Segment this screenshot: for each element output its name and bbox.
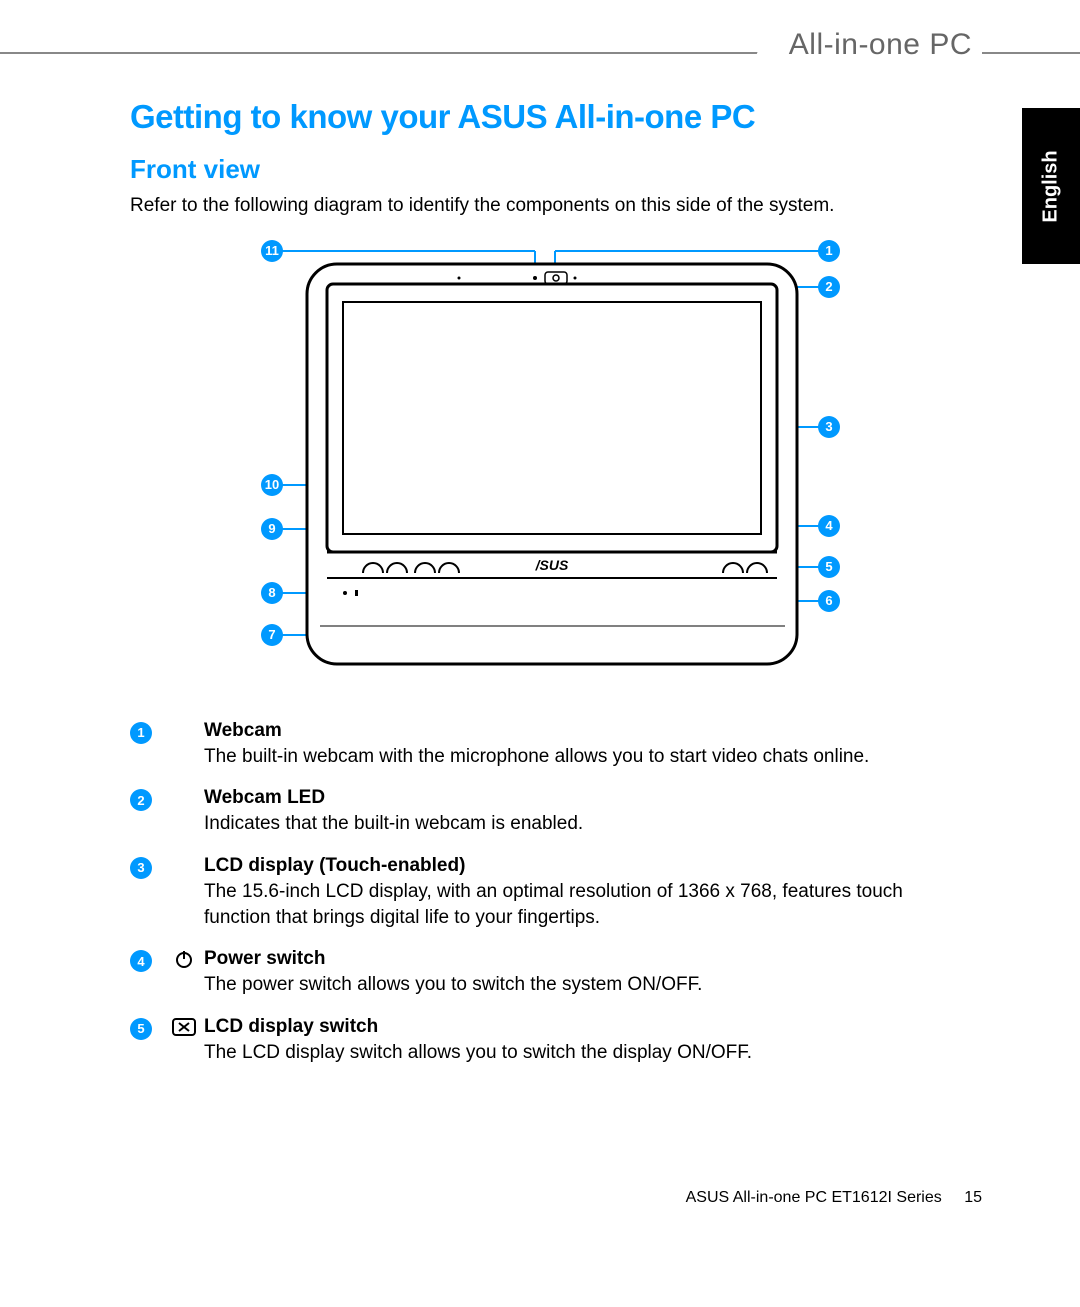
- item-desc: The built-in webcam with the microphone …: [204, 744, 970, 770]
- language-tab: English: [1022, 108, 1080, 264]
- item-title: Power switch: [204, 948, 970, 970]
- diagram-container: /SUS 1 2: [130, 240, 970, 680]
- callout-3: 3: [818, 416, 840, 438]
- callout-1: 1: [818, 240, 840, 262]
- device-svg: /SUS: [245, 240, 855, 680]
- item-desc: The LCD display switch allows you to swi…: [204, 1040, 970, 1066]
- list-item: 4 Power switch The power switch allows y…: [130, 948, 970, 998]
- item-title: Webcam: [204, 720, 970, 742]
- item-icon-none: [170, 787, 198, 837]
- page-footer: ASUS All-in-one PC ET1612I Series 15: [686, 1189, 982, 1207]
- item-number: 1: [130, 722, 152, 744]
- item-number: 3: [130, 857, 152, 879]
- svg-text:/SUS: /SUS: [535, 557, 569, 573]
- component-list: 1 Webcam The built-in webcam with the mi…: [130, 720, 970, 1066]
- callout-7: 7: [261, 624, 283, 646]
- main-heading: Getting to know your ASUS All-in-one PC: [130, 98, 970, 136]
- item-desc: The 15.6-inch LCD display, with an optim…: [204, 879, 970, 930]
- item-icon-none: [170, 855, 198, 930]
- front-view-diagram: /SUS 1 2: [245, 240, 855, 680]
- callout-5: 5: [818, 556, 840, 578]
- lcd-switch-icon: [170, 1016, 198, 1066]
- item-number: 4: [130, 950, 152, 972]
- item-icon-none: [170, 720, 198, 770]
- header-product-line: All-in-one PC: [789, 28, 972, 62]
- header-label-wrap: All-in-one PC: [769, 28, 982, 62]
- item-desc: Indicates that the built-in webcam is en…: [204, 811, 970, 837]
- callout-2: 2: [818, 276, 840, 298]
- footer-text: ASUS All-in-one PC ET1612I Series: [686, 1189, 942, 1206]
- page-content: Getting to know your ASUS All-in-one PC …: [130, 98, 970, 1083]
- sub-heading: Front view: [130, 154, 970, 185]
- callout-9: 9: [261, 518, 283, 540]
- callout-8: 8: [261, 582, 283, 604]
- item-number: 5: [130, 1018, 152, 1040]
- list-item: 3 LCD display (Touch-enabled) The 15.6-i…: [130, 855, 970, 930]
- item-desc: The power switch allows you to switch th…: [204, 972, 970, 998]
- intro-text: Refer to the following diagram to identi…: [130, 193, 970, 220]
- list-item: 5 LCD display switch The LCD display swi…: [130, 1016, 970, 1066]
- language-tab-text: English: [1040, 150, 1063, 222]
- item-title: Webcam LED: [204, 787, 970, 809]
- item-title: LCD display (Touch-enabled): [204, 855, 970, 877]
- callout-11: 11: [261, 240, 283, 262]
- callout-4: 4: [818, 515, 840, 537]
- list-item: 2 Webcam LED Indicates that the built-in…: [130, 787, 970, 837]
- item-title: LCD display switch: [204, 1016, 970, 1038]
- page-number: 15: [964, 1189, 982, 1206]
- item-number: 2: [130, 789, 152, 811]
- callout-6: 6: [818, 590, 840, 612]
- callout-10: 10: [261, 474, 283, 496]
- power-icon: [170, 948, 198, 998]
- list-item: 1 Webcam The built-in webcam with the mi…: [130, 720, 970, 770]
